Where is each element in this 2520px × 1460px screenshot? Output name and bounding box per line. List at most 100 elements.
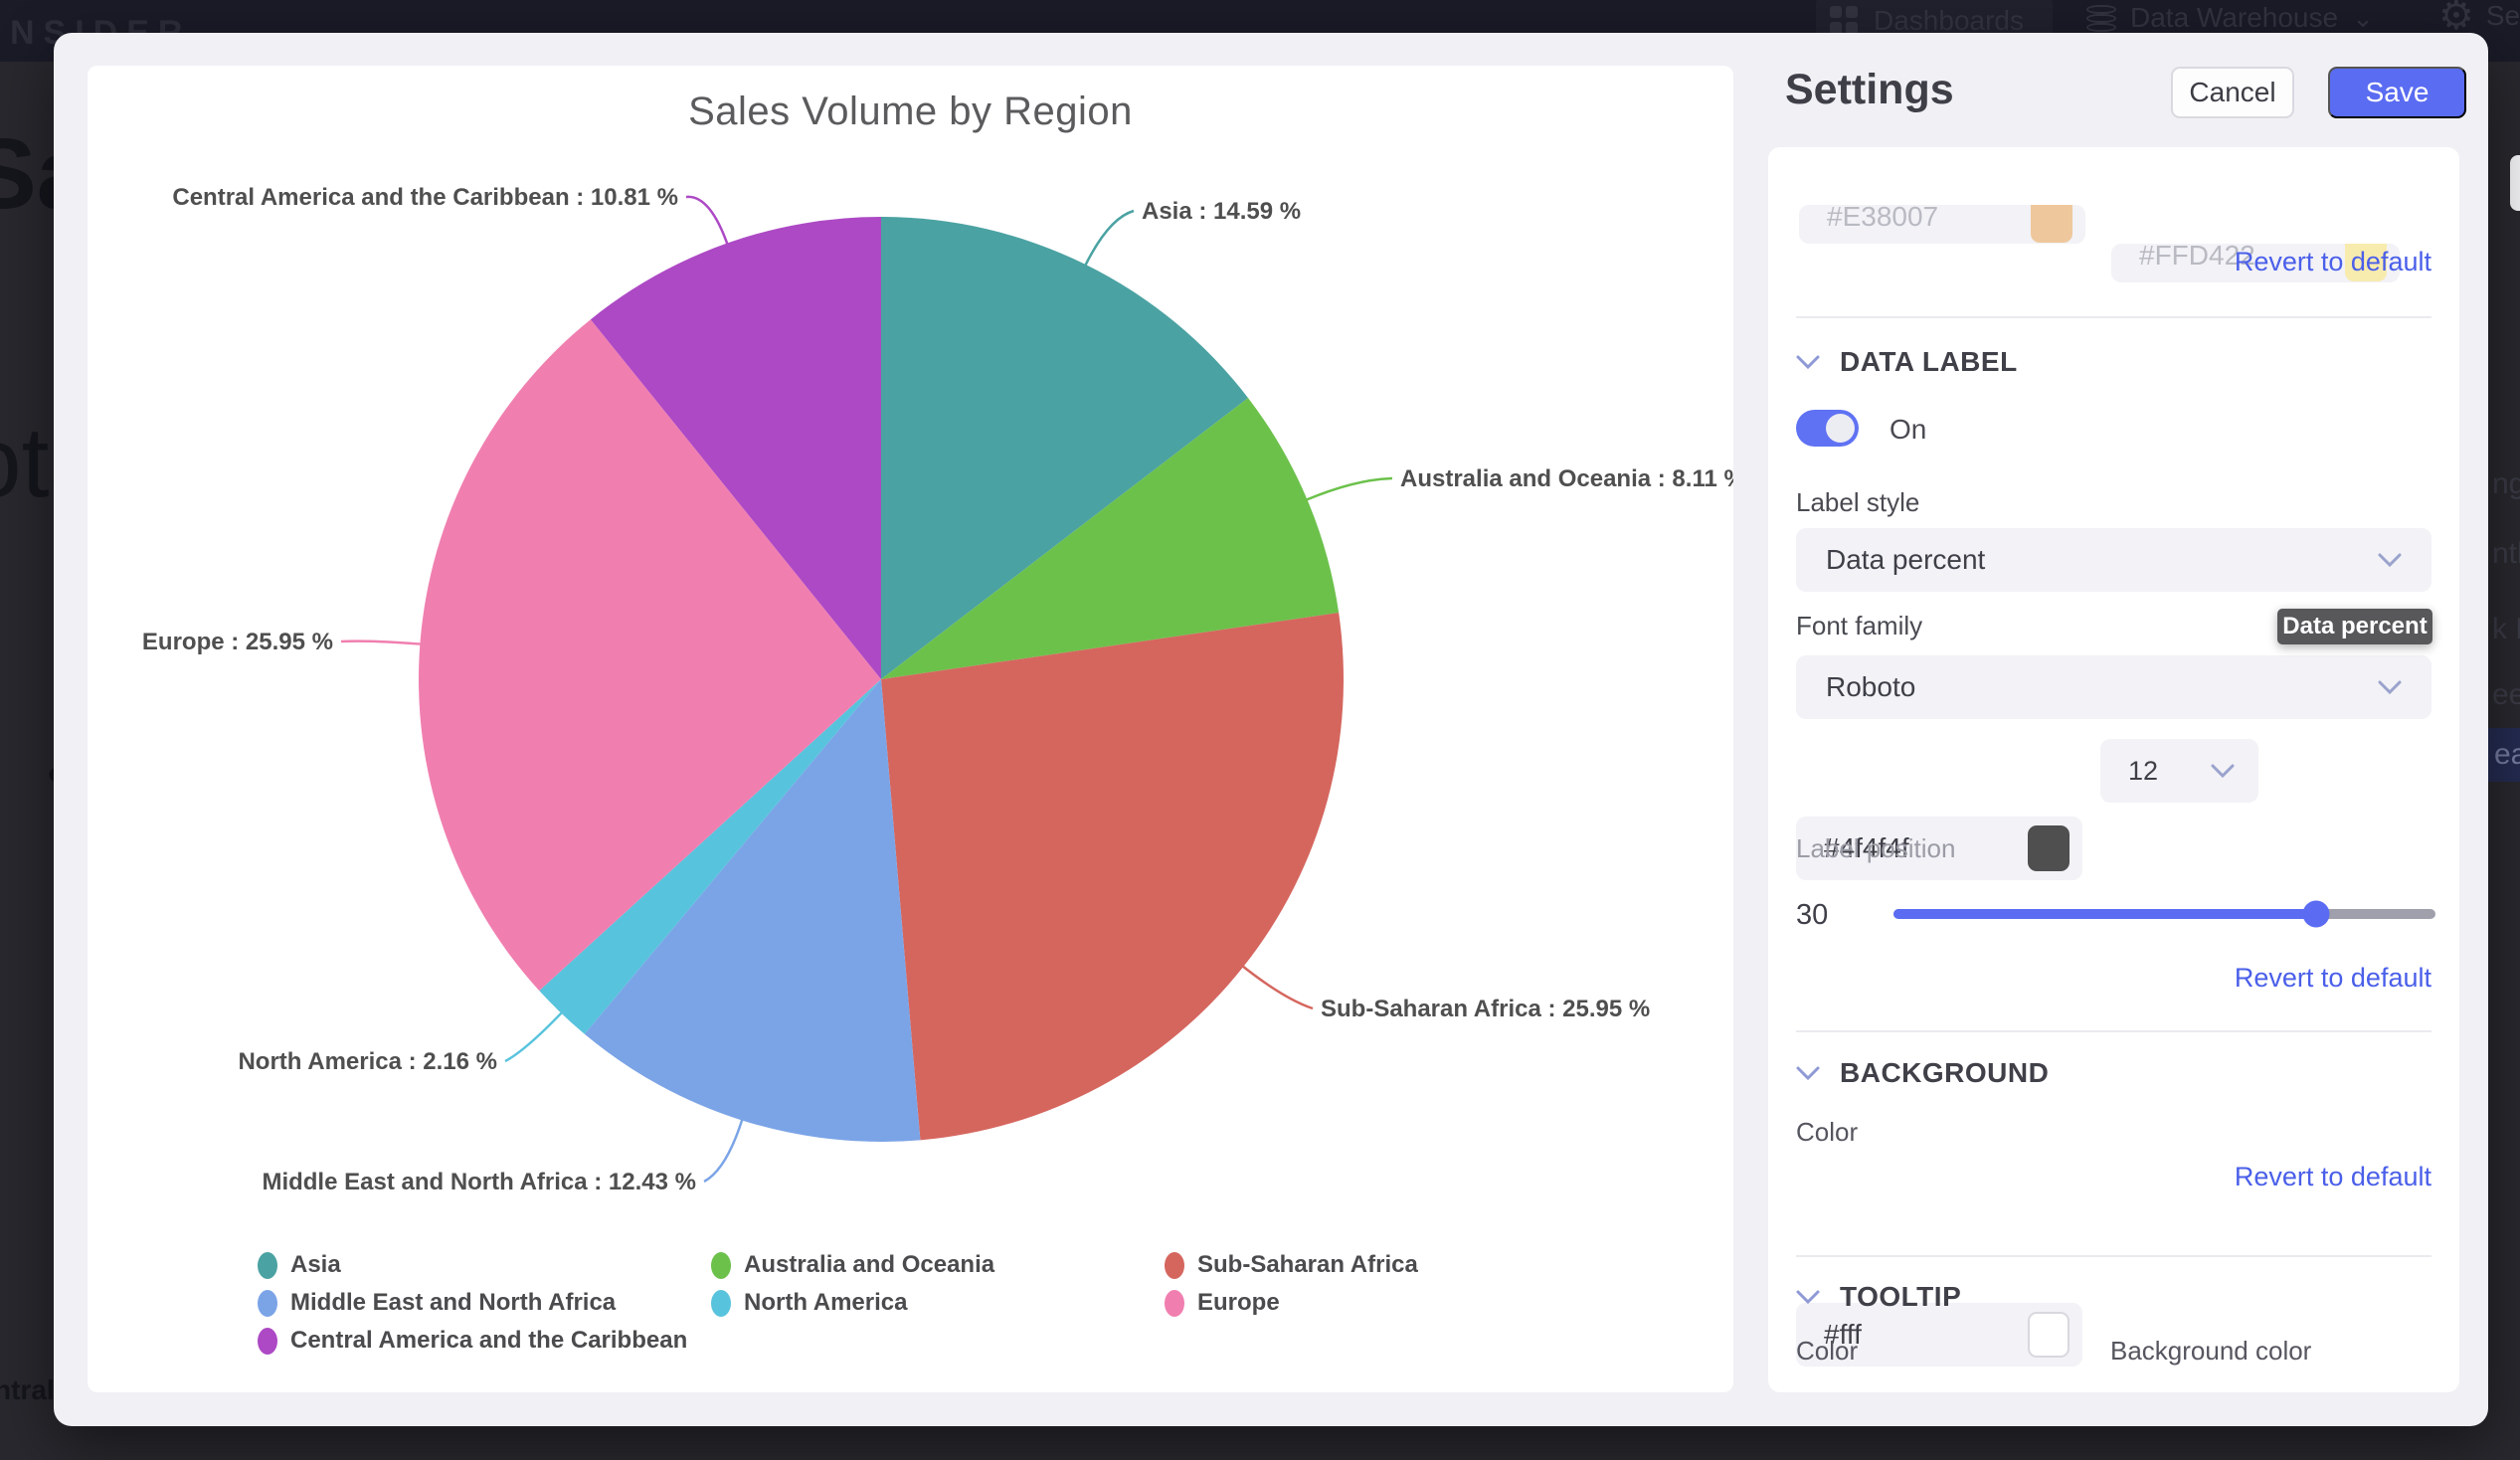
legend-label: Middle East and North Africa: [290, 1289, 617, 1316]
legend-item-middle-east-and-north-africa[interactable]: Middle East and North Africa: [258, 1288, 616, 1318]
label-leader-line: [1305, 476, 1393, 502]
series-color-input-1[interactable]: #E38007: [1799, 205, 2085, 244]
save-button[interactable]: Save: [2328, 67, 2466, 118]
legend-item-australia-and-oceania[interactable]: Australia and Oceania: [711, 1250, 994, 1280]
database-icon: [2086, 3, 2116, 33]
section-header-data-label[interactable]: DATA LABEL: [1796, 346, 2018, 378]
slider-fill: [1893, 909, 2317, 919]
legend-item-europe[interactable]: Europe: [1165, 1288, 1280, 1318]
section-header-background[interactable]: BACKGROUND: [1796, 1057, 2049, 1089]
nav-item-settings[interactable]: ⚙ Se: [2438, 0, 2520, 38]
pie-label: Asia : 14.59 %: [1142, 198, 1301, 225]
toggle-knob: [1826, 414, 1855, 443]
legend-label: Asia: [290, 1251, 341, 1278]
pie-label: Europe : 25.95 %: [142, 629, 333, 655]
chart-preview-card: Sales Volume by Region Asia : 14.59 % Aus…: [88, 66, 1745, 1392]
chevron-down-icon: [2211, 764, 2235, 778]
nav-item-data-warehouse[interactable]: Data Warehouse ⌄: [2086, 2, 2374, 34]
dimmed-menu-fragment: nge: [2492, 467, 2520, 500]
pie-slice-europe[interactable]: [419, 319, 881, 992]
slider-thumb[interactable]: [2302, 900, 2330, 928]
revert-background[interactable]: Revert to default: [2234, 1162, 2431, 1191]
font-color-input[interactable]: #4f4f4f: [1796, 817, 2082, 880]
label-position-label: Label position: [1796, 833, 1956, 863]
hover-tooltip: Data percent: [2277, 609, 2432, 644]
label-position-value: 30: [1796, 899, 1829, 931]
legend-label: Australia and Oceania: [744, 1251, 995, 1278]
label-leader-line: [685, 195, 729, 246]
color-swatch-dark[interactable]: [2028, 825, 2070, 871]
settings-card: #E38007 #FFD422 Revert to default DATA L…: [1768, 147, 2459, 1392]
legend-item-asia[interactable]: Asia: [258, 1250, 341, 1280]
pie-chart: Asia : 14.59 % Australia and Oceania : 8.…: [142, 184, 1745, 1195]
label-leader-line: [703, 1118, 744, 1184]
label-leader-line: [504, 1010, 564, 1063]
divider: [1796, 1030, 2431, 1032]
label-position-slider[interactable]: [1893, 900, 2435, 928]
legend-item-north-america[interactable]: North America: [711, 1288, 907, 1318]
legend-marker: [711, 1251, 731, 1279]
pie-label: Australia and Oceania : 8.11 %: [1400, 465, 1733, 492]
color-swatch-white[interactable]: [2028, 1312, 2070, 1358]
label-leader-line: [340, 639, 423, 645]
dimmed-page-panel-edge: [2510, 155, 2520, 211]
revert-data-label[interactable]: Revert to default: [2234, 963, 2431, 993]
pie-slice-sub-saharan-africa[interactable]: [881, 613, 1344, 1141]
pie-label: Central America and the Caribbean : 10.8…: [172, 184, 678, 211]
font-family-dropdown[interactable]: Roboto: [1796, 655, 2431, 719]
color-swatch-yellow[interactable]: [2345, 244, 2387, 281]
cancel-button[interactable]: Cancel: [2171, 67, 2294, 118]
pie-slice-asia[interactable]: [881, 217, 1249, 679]
legend-item-central-america-and-the-caribbean[interactable]: Central America and the Caribbean: [258, 1326, 687, 1356]
background-color-label: Color: [1796, 1117, 1859, 1147]
font-family-label: Font family: [1796, 611, 1923, 640]
label-leader-line: [1083, 209, 1135, 268]
chevron-down-icon: [2378, 553, 2402, 567]
chart-settings-modal: Sales Volume by Region Asia : 14.59 % Aus…: [54, 33, 2488, 1426]
legend-label: Europe: [1197, 1289, 1280, 1316]
legend-item-sub-saharan-africa[interactable]: Sub-Saharan Africa: [1165, 1250, 1418, 1280]
label-style-dropdown[interactable]: Data percent: [1796, 528, 2431, 592]
legend-label: Sub-Saharan Africa: [1197, 1251, 1418, 1278]
legend-marker: [711, 1289, 731, 1317]
gear-icon: ⚙: [2438, 0, 2474, 38]
chevron-down-icon: [1796, 355, 1820, 369]
section-header-tooltip[interactable]: TOOLTIP: [1796, 1281, 1961, 1313]
data-label-toggle[interactable]: [1796, 410, 1859, 447]
legend-marker: [1165, 1289, 1184, 1317]
series-color-input-2[interactable]: #FFD422: [2111, 244, 2400, 282]
pie-slice-australia-and-oceania[interactable]: [881, 398, 1340, 679]
dimmed-text-fragment: ntral: [0, 1374, 55, 1405]
divider: [1796, 1255, 2431, 1257]
legend-marker: [258, 1327, 277, 1355]
pie-slice-central-america-and-the-caribbean[interactable]: [590, 217, 881, 679]
chevron-down-icon: ⌄: [2352, 2, 2374, 33]
label-style-label: Label style: [1796, 487, 1920, 517]
chevron-down-icon: [1796, 1290, 1820, 1304]
dashboards-grid-icon: [1830, 6, 1860, 36]
pie-label: Middle East and North Africa : 12.43 %: [262, 1169, 696, 1195]
dimmed-menu-fragment: nth: [2492, 537, 2520, 570]
legend-marker: [258, 1251, 277, 1279]
dimmed-menu-fragment: eek: [2492, 678, 2520, 711]
pie-slice-middle-east-and-north-africa[interactable]: [584, 679, 921, 1142]
chart-title: Sales Volume by Region: [688, 90, 1133, 133]
legend-marker: [1165, 1251, 1184, 1279]
legend-label: North America: [744, 1289, 908, 1316]
font-size-dropdown[interactable]: 12: [2100, 739, 2258, 803]
chevron-down-icon: [2378, 680, 2402, 694]
pie-slice-north-america[interactable]: [539, 679, 881, 1034]
revert-series-colors[interactable]: Revert to default: [2234, 247, 2431, 276]
pie-label: North America : 2.16 %: [238, 1048, 497, 1075]
background-color-input[interactable]: #fff: [1796, 1303, 2082, 1367]
settings-heading: Settings: [1785, 66, 1954, 113]
label-leader-line: [1240, 964, 1314, 1010]
pie-label: Sub-Saharan Africa : 25.95 %: [1321, 996, 1650, 1022]
tooltip-bg-color-label: Background color: [2110, 1336, 2312, 1366]
legend-label: Central America and the Caribbean: [290, 1327, 688, 1354]
legend-marker: [258, 1289, 277, 1317]
divider: [1796, 316, 2431, 318]
color-swatch-orange[interactable]: [2031, 205, 2072, 243]
tooltip-color-label: Color: [1796, 1336, 1859, 1366]
dimmed-menu-fragment: k D: [2492, 613, 2520, 645]
